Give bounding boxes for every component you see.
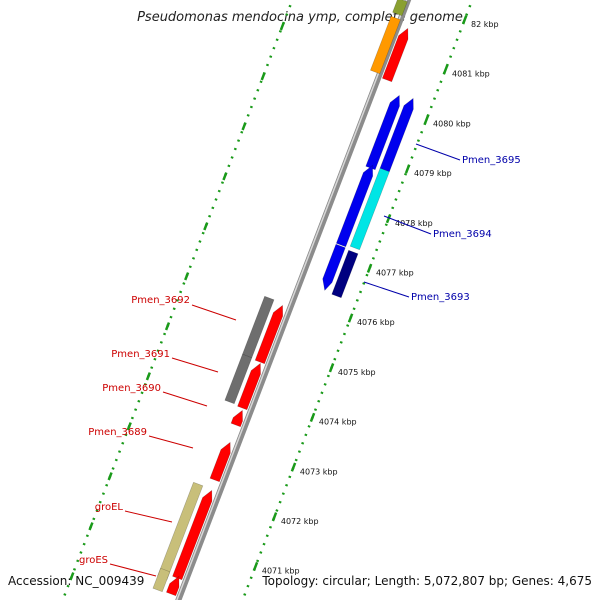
left-guide-dash <box>279 22 285 31</box>
gene-block-blue <box>335 164 374 248</box>
gene-block-blue <box>365 94 400 171</box>
gene-label: Pmen_3691 <box>111 349 170 360</box>
kbp-tick-mark <box>271 512 278 522</box>
kbp-tick-mark <box>290 462 297 472</box>
gene-block-blue <box>379 97 414 173</box>
kbp-tick-label: 4073 kbp <box>300 467 338 476</box>
gene-label-leader <box>162 391 208 407</box>
left-guide-dash <box>260 72 266 81</box>
backbone-line <box>175 0 412 600</box>
kbp-tick-label: 4072 kbp <box>281 517 319 526</box>
left-guide-dash <box>126 422 132 431</box>
gene-label: Pmen_3695 <box>462 155 521 166</box>
gene-label: groES <box>79 555 108 566</box>
kbp-tick-mark <box>252 561 259 572</box>
left-guide-dash <box>184 272 190 281</box>
gene-block-red <box>230 409 243 428</box>
left-guide-dash <box>222 172 228 181</box>
topology-text: Topology: circular; Length: 5,072,807 bp… <box>262 574 592 588</box>
gene-label: Pmen_3694 <box>433 229 492 240</box>
kbp-tick-label: 4077 kbp <box>376 269 414 278</box>
gene-label: Pmen_3692 <box>131 295 190 306</box>
kbp-tick-label: 4075 kbp <box>338 368 376 377</box>
gene-block-olive <box>392 0 408 17</box>
kbp-tick-mark <box>404 164 411 174</box>
kbp-tick-label: 4081 kbp <box>452 70 490 79</box>
gene-block-blue <box>322 243 346 292</box>
gene-label-leader <box>148 435 194 449</box>
gene-block-red <box>172 489 213 581</box>
gene-label-leader <box>171 357 219 373</box>
kbp-tick-label: 4074 kbp <box>319 418 357 427</box>
left-guide-dash <box>164 322 171 331</box>
map-title: Pseudomonas mendocina ymp, complete geno… <box>137 10 463 25</box>
kbp-tick-label: 4071 kbp <box>262 567 300 576</box>
gene-block-navy <box>331 249 359 299</box>
left-guide-dash <box>241 122 247 131</box>
gene-label-leader <box>363 281 410 298</box>
kbp-tick-label: 82 kbp <box>471 20 499 29</box>
gene-block-orange <box>370 15 401 75</box>
gene-label-leader <box>415 143 461 161</box>
gene-label-leader <box>109 563 157 577</box>
gene-label-leader <box>124 510 173 523</box>
kbp-tick-mark <box>423 114 430 124</box>
gene-label-leader <box>191 304 237 321</box>
kbp-tick-mark <box>309 412 316 423</box>
kbp-tick-label: 4080 kbp <box>433 119 471 128</box>
kbp-tick-mark <box>385 213 392 224</box>
gene-label: Pmen_3693 <box>411 292 470 303</box>
gene-block-red <box>381 27 409 83</box>
gene-block-red <box>237 362 261 411</box>
kbp-tick-label: 4079 kbp <box>414 169 452 178</box>
gene-label: Pmen_3689 <box>88 427 147 438</box>
left-guide-dash <box>145 372 151 381</box>
accession-text: Accession: NC_009439 <box>8 574 145 588</box>
left-guide-dash <box>203 222 209 231</box>
left-guide-dash <box>107 472 113 481</box>
gene-label-leader <box>383 215 432 235</box>
gene-block-cyan <box>349 167 390 251</box>
backbone-highlight <box>176 0 408 600</box>
gene-block-red <box>209 441 231 483</box>
kbp-tick-label: 4078 kbp <box>395 219 433 228</box>
gene-label: Pmen_3690 <box>102 383 161 394</box>
kbp-tick-mark <box>366 263 373 273</box>
kbp-tick-mark <box>328 363 335 373</box>
left-guide-dash <box>69 572 75 581</box>
kbp-tick-mark <box>442 64 449 75</box>
left-dotted-guide <box>61 0 294 600</box>
gene-label: groEL <box>95 502 124 513</box>
right-dotted-guide <box>241 0 474 600</box>
gene-block-red <box>254 304 284 365</box>
kbp-tick-mark <box>347 313 354 323</box>
gene-block-gray <box>224 353 253 405</box>
left-guide-dash <box>88 522 94 531</box>
kbp-tick-mark <box>461 15 468 25</box>
gene-block-khaki <box>152 567 171 593</box>
kbp-tick-label: 4076 kbp <box>357 318 395 327</box>
gene-block-red <box>166 575 180 597</box>
